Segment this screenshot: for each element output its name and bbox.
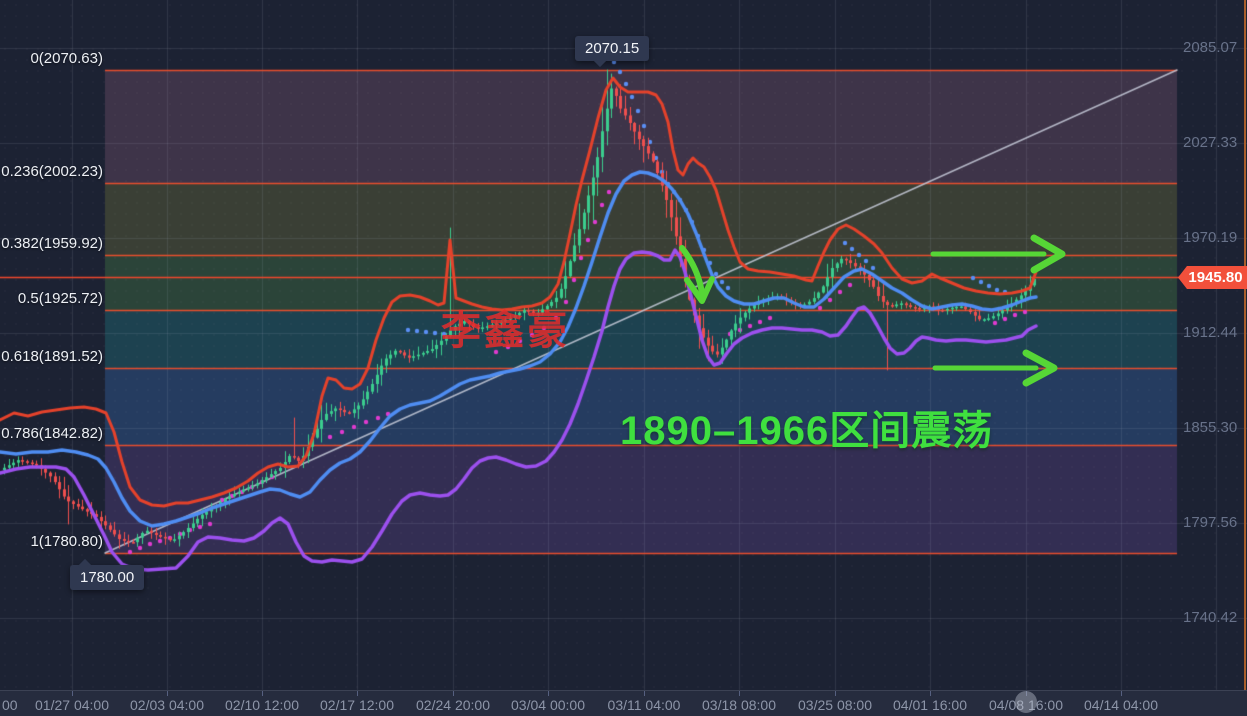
time-axis-tick bbox=[1121, 691, 1122, 696]
time-axis-label: 02/17 12:00 bbox=[320, 697, 394, 713]
time-axis-tick bbox=[644, 691, 645, 696]
time-axis[interactable]: 00 01/27 04:00 02/03 04:00 02/10 12:00 02/1… bbox=[0, 690, 1247, 716]
time-axis-tick bbox=[835, 691, 836, 696]
time-axis-tick bbox=[1026, 691, 1027, 696]
price-axis-label: 1855.30 bbox=[1183, 419, 1238, 436]
price-axis-label: 1797.56 bbox=[1183, 514, 1238, 531]
time-axis-tick bbox=[453, 691, 454, 696]
time-axis-label: 02/03 04:00 bbox=[130, 697, 204, 713]
fib-level-label: 0.236(2002.23) bbox=[1, 163, 103, 180]
time-axis-label: 03/18 08:00 bbox=[702, 697, 776, 713]
range-annotation-text[interactable]: 1890–1966区间震荡 bbox=[620, 409, 994, 453]
price-axis-label: 1740.42 bbox=[1183, 609, 1238, 626]
fib-level-label: 1(1780.80) bbox=[30, 533, 103, 550]
time-axis-label: 03/04 00:00 bbox=[511, 697, 585, 713]
time-axis-label: 02/10 12:00 bbox=[225, 697, 299, 713]
fib-level-label: 0.786(1842.82) bbox=[1, 425, 103, 442]
high-price-tooltip: 2070.15 bbox=[575, 36, 650, 68]
time-axis-tick bbox=[167, 691, 168, 696]
price-axis-label: 1970.19 bbox=[1183, 229, 1238, 246]
fib-level-label: 0.5(1925.72) bbox=[17, 290, 103, 307]
time-axis-label: 02/24 20:00 bbox=[416, 697, 490, 713]
fib-level-label: 0.382(1959.92) bbox=[1, 235, 103, 252]
low-price-tooltip: 1780.00 bbox=[70, 558, 145, 590]
time-axis-label: 01/27 04:00 bbox=[35, 697, 109, 713]
time-axis-label: 04/14 04:00 bbox=[1084, 697, 1158, 713]
time-axis-label: 03/11 04:00 bbox=[607, 697, 681, 713]
low-price-tooltip-text: 1780.00 bbox=[80, 569, 135, 586]
time-axis-tick bbox=[739, 691, 740, 696]
watermark-signature: 李鑫豪 bbox=[441, 309, 570, 353]
time-axis-label: 04/01 16:00 bbox=[893, 697, 967, 713]
time-axis-tick bbox=[262, 691, 263, 696]
fib-level-label: 0(2070.63) bbox=[30, 50, 103, 67]
time-axis-tick bbox=[548, 691, 549, 696]
time-axis-tick bbox=[72, 691, 73, 696]
current-price-badge: 1945.80 bbox=[1178, 266, 1247, 289]
time-axis-label: 03/25 08:00 bbox=[798, 697, 872, 713]
time-axis-tick bbox=[930, 691, 931, 696]
high-price-tooltip-text: 2070.15 bbox=[585, 40, 640, 57]
right-edge-accent-line bbox=[1244, 0, 1246, 716]
time-axis-tick bbox=[357, 691, 358, 696]
price-axis-label: 1912.44 bbox=[1183, 324, 1238, 341]
price-axis-label: 2085.07 bbox=[1183, 39, 1238, 56]
cursor-dot bbox=[1015, 691, 1037, 713]
price-axis-label: 2027.33 bbox=[1183, 134, 1238, 151]
time-axis-label: 04/08 16:00 bbox=[989, 697, 1063, 713]
fib-level-label: 0.618(1891.52) bbox=[1, 348, 103, 365]
time-axis-label: 00 bbox=[2, 697, 18, 713]
